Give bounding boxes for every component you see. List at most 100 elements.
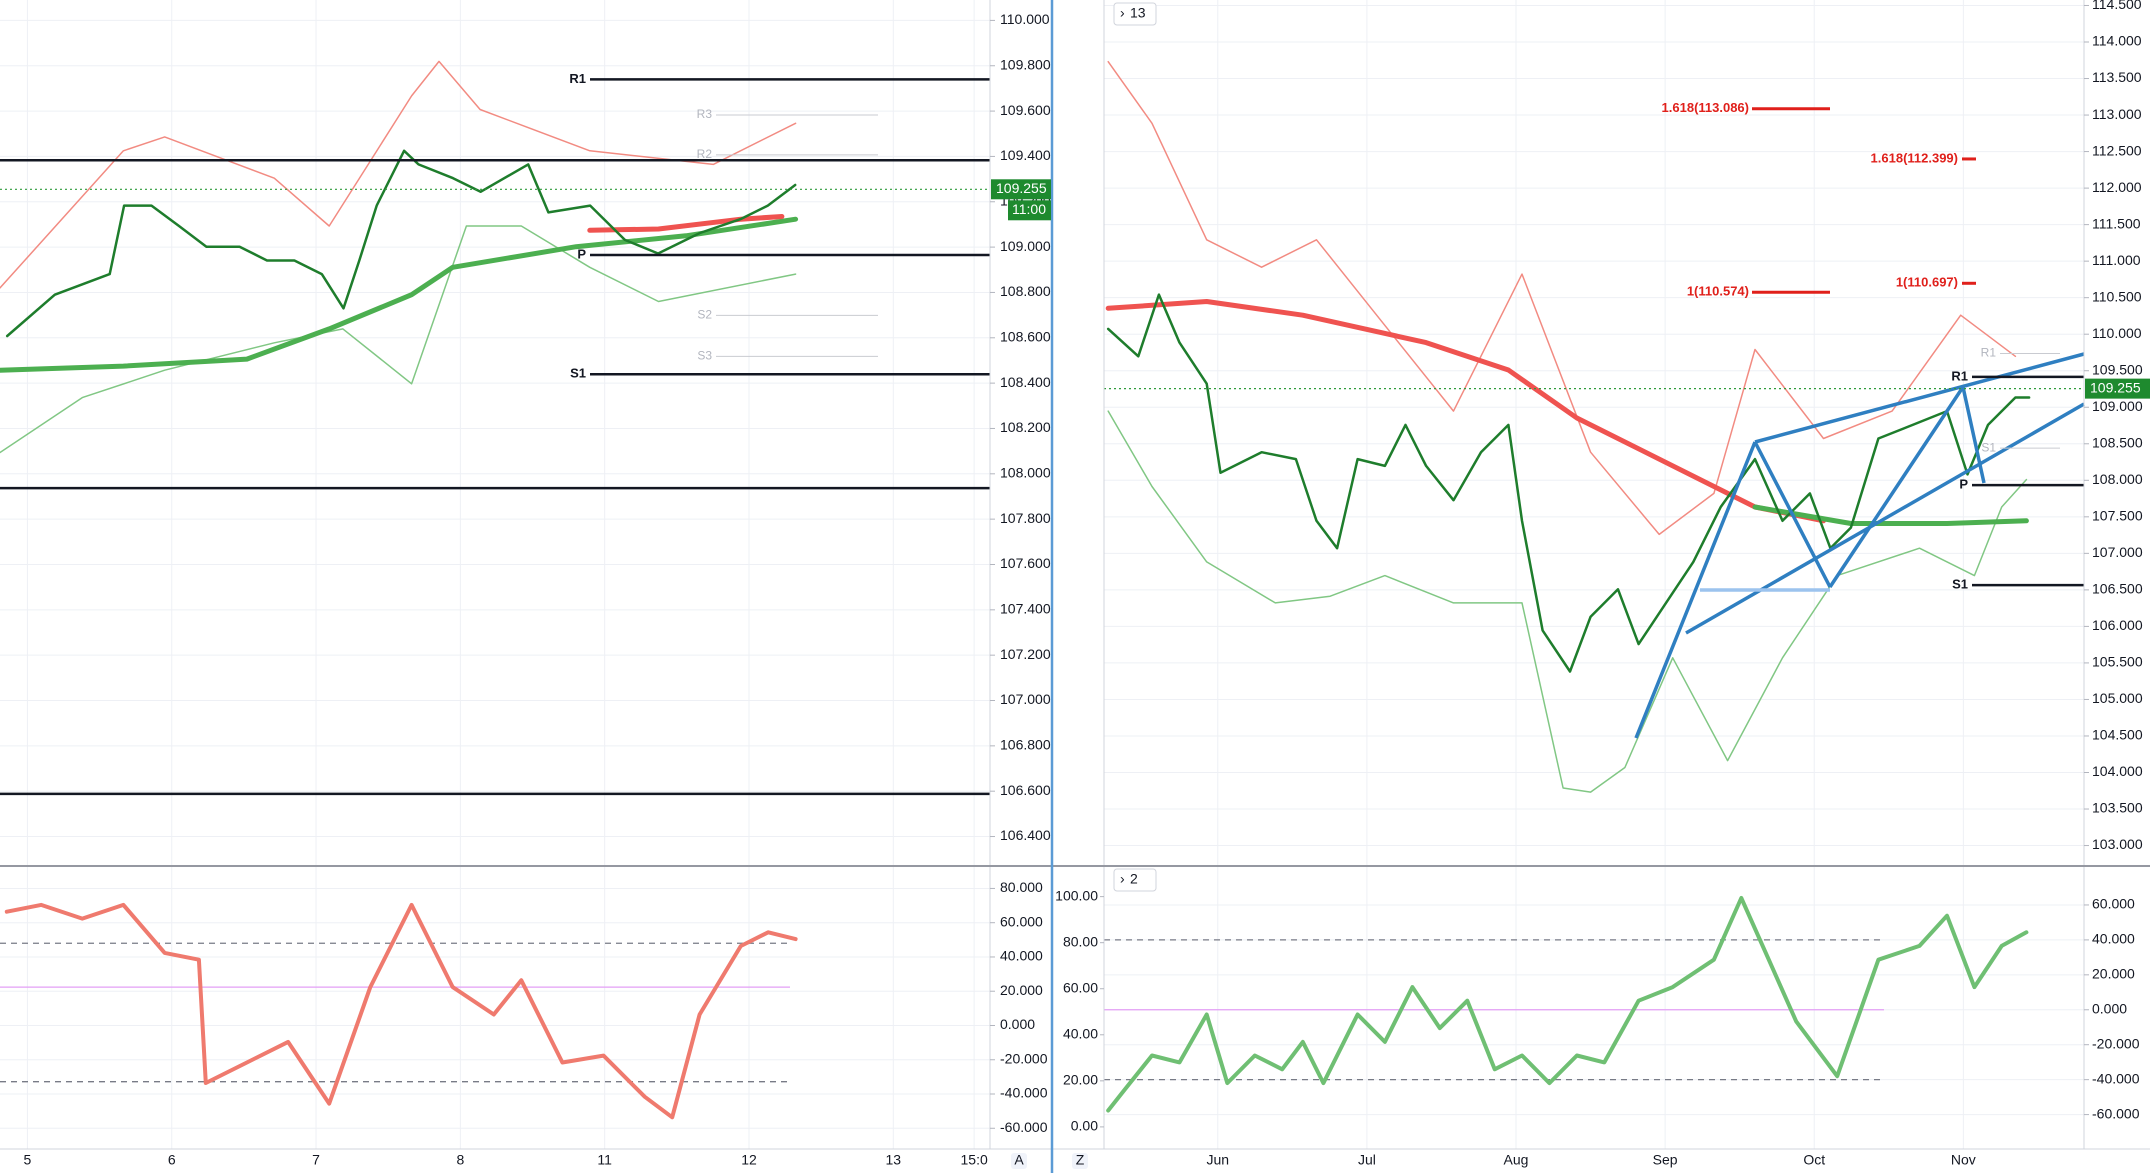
y-tick-label: 0.000 — [1000, 1016, 1035, 1032]
y-tick-label: 106.000 — [2092, 617, 2143, 633]
y-tick-label: 106.500 — [2092, 581, 2143, 597]
y-tick-label: -40.000 — [1000, 1085, 1048, 1101]
pivot-label: P — [577, 246, 586, 261]
series-line — [1107, 60, 2017, 536]
x-tick-label: Jun — [1206, 1152, 1229, 1168]
x-tick-label: Aug — [1504, 1152, 1529, 1168]
y-tick-label: 104.500 — [2092, 727, 2143, 743]
y-tick-label: 40.00 — [1063, 1025, 1098, 1041]
y-tick-label: 20.00 — [1063, 1072, 1098, 1088]
y-tick-label: 108.800 — [1000, 283, 1051, 299]
y-tick-label: 111.500 — [2092, 215, 2141, 231]
y-tick-label: 106.400 — [1000, 827, 1051, 843]
y-tick-label: 0.000 — [2092, 1000, 2127, 1016]
y-tick-label: 105.000 — [2092, 690, 2143, 706]
level-layer: R1 P S1 R3 R2 S2 S3 R1 P S1 R1 S1 1.618(113.086) 1.61… — [0, 71, 2084, 796]
y-tick-label: 100.00 — [1055, 887, 1098, 903]
y-tick-label: 104.000 — [2092, 763, 2143, 779]
y-tick-label: 103.000 — [2092, 836, 2143, 852]
x-tick-label: Jul — [1358, 1152, 1376, 1168]
y-tick-label: -40.000 — [2092, 1070, 2140, 1086]
y-tick-label: 112.000 — [2092, 179, 2142, 195]
minor-level-label: R2 — [697, 147, 713, 161]
pivot-label: S1 — [570, 366, 586, 381]
y-tick-label: 60.000 — [1000, 913, 1043, 929]
y-tick-label: 105.500 — [2092, 654, 2143, 670]
y-tick-label: 80.000 — [1000, 879, 1043, 895]
series-line — [587, 214, 785, 233]
y-tick-label: 107.000 — [2092, 544, 2143, 560]
pivot-label: R1 — [1951, 368, 1968, 383]
y-tick-label: 40.000 — [2092, 931, 2135, 947]
trend-line — [1828, 386, 1965, 588]
series-line — [5, 149, 797, 338]
series-line — [1107, 410, 2028, 793]
x-tick-label: 7 — [312, 1152, 320, 1168]
y-tick-label: 109.800 — [1000, 56, 1051, 72]
last-price-label: 109.255 — [996, 180, 1047, 196]
y-tick-label: 113.500 — [2092, 69, 2142, 85]
x-tick-label: 12 — [741, 1152, 757, 1168]
trend-lines — [1634, 352, 2085, 739]
fib-label: 1.618(113.086) — [1662, 100, 1749, 115]
interval-box — [1113, 868, 1157, 892]
series-line — [1105, 299, 1826, 524]
interval-arrow: › — [1120, 871, 1125, 887]
trend-line — [1961, 386, 1986, 484]
minor-level-label: S1 — [1981, 440, 1996, 454]
y-tick-label: 107.000 — [1000, 691, 1051, 707]
y-tick-label: 109.500 — [2092, 361, 2143, 377]
y-tick-label: 109.600 — [1000, 102, 1051, 118]
time-badge-label: 11:00 — [1012, 201, 1046, 217]
pivot-label: S1 — [1952, 577, 1968, 592]
pivot-label: P — [1959, 477, 1968, 492]
y-tick-label: 40.000 — [1000, 948, 1043, 964]
series-line — [1752, 504, 2029, 526]
y-tick-label: 107.500 — [2092, 508, 2143, 524]
series-line — [1106, 293, 2031, 673]
y-tick-label: 103.500 — [2092, 800, 2143, 816]
interval-arrow: › — [1120, 5, 1125, 21]
y-tick-label: 113.000 — [2092, 106, 2142, 122]
series-line — [0, 60, 797, 289]
y-tick-label: 109.000 — [2092, 398, 2143, 414]
trend-line — [1753, 441, 1832, 588]
y-tick-label: 114.500 — [2092, 0, 2142, 12]
interval-box — [1113, 2, 1157, 26]
minor-level-label: R1 — [1981, 346, 1997, 360]
y-tick-label: 106.800 — [1000, 737, 1051, 753]
y-tick-label: 20.000 — [2092, 966, 2135, 982]
y-tick-label: 109.400 — [1000, 147, 1051, 163]
x-tick-label: 6 — [168, 1152, 176, 1168]
y-tick-label: 114.000 — [2092, 33, 2142, 49]
interval-label: 13 — [1130, 5, 1146, 21]
plot-layer — [0, 60, 2031, 1120]
scale-button-label: A — [1014, 1152, 1024, 1168]
series-line — [1106, 896, 2029, 1113]
fib-label: 1.618(112.399) — [1871, 150, 1958, 165]
axis-layer: 110.000109.800109.600109.400109.200109.0… — [24, 0, 2150, 1169]
wedge-line — [1754, 352, 2085, 444]
last-price-badge — [991, 179, 1051, 200]
scale-button[interactable] — [1011, 1153, 1027, 1169]
y-tick-label: 106.600 — [1000, 782, 1051, 798]
x-tick-label: 11 — [597, 1152, 612, 1168]
y-tick-label: 107.400 — [1000, 601, 1051, 617]
minor-level-label: S2 — [697, 308, 712, 322]
y-tick-label: 110.000 — [1000, 11, 1050, 27]
y-tick-label: 108.400 — [1000, 374, 1051, 390]
y-tick-label: 60.000 — [2092, 896, 2135, 912]
y-tick-label: -20.000 — [1000, 1050, 1048, 1066]
x-tick-label: Oct — [1803, 1152, 1825, 1168]
scale-button[interactable] — [1072, 1153, 1088, 1169]
y-tick-label: 110.500 — [2092, 288, 2142, 304]
x-tick-label: 5 — [24, 1152, 32, 1168]
y-tick-label: 112.500 — [2092, 142, 2142, 158]
y-tick-label: 107.600 — [1000, 555, 1051, 571]
y-tick-label: 60.00 — [1063, 979, 1098, 995]
interval-label: 2 — [1130, 871, 1138, 887]
